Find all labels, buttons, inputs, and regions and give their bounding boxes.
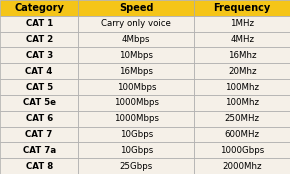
Text: 2000Mhz: 2000Mhz: [222, 162, 262, 171]
Bar: [0, 158, 78, 174]
Bar: [0, 142, 78, 158]
Text: CAT 2: CAT 2: [26, 35, 53, 44]
Text: Frequency: Frequency: [213, 3, 271, 13]
Bar: [78, 32, 194, 48]
Bar: [194, 95, 290, 111]
Text: 25Gbps: 25Gbps: [120, 162, 153, 171]
Bar: [78, 95, 194, 111]
Text: CAT 4: CAT 4: [26, 67, 53, 76]
Text: CAT 5: CAT 5: [26, 82, 53, 92]
Bar: [194, 48, 290, 63]
Bar: [78, 16, 194, 32]
Text: CAT 7: CAT 7: [26, 130, 53, 139]
Text: 4MHz: 4MHz: [230, 35, 254, 44]
Bar: [78, 142, 194, 158]
Text: CAT 8: CAT 8: [26, 162, 53, 171]
Text: Carry only voice: Carry only voice: [102, 19, 171, 28]
Bar: [0, 32, 78, 48]
Bar: [0, 79, 78, 95]
Bar: [78, 111, 194, 126]
Bar: [194, 111, 290, 126]
Bar: [78, 0, 194, 16]
Text: 16Mbps: 16Mbps: [119, 67, 153, 76]
Bar: [194, 0, 290, 16]
Text: 600MHz: 600MHz: [225, 130, 260, 139]
Bar: [194, 126, 290, 142]
Bar: [194, 142, 290, 158]
Text: 4Mbps: 4Mbps: [122, 35, 151, 44]
Bar: [0, 111, 78, 126]
Bar: [78, 126, 194, 142]
Text: 1000Gbps: 1000Gbps: [220, 146, 264, 155]
Bar: [194, 79, 290, 95]
Text: Speed: Speed: [119, 3, 153, 13]
Text: 16Mhz: 16Mhz: [228, 51, 256, 60]
Bar: [0, 126, 78, 142]
Bar: [78, 63, 194, 79]
Bar: [194, 63, 290, 79]
Text: 10Mbps: 10Mbps: [119, 51, 153, 60]
Text: CAT 6: CAT 6: [26, 114, 53, 123]
Text: Category: Category: [14, 3, 64, 13]
Text: 10Gbps: 10Gbps: [120, 130, 153, 139]
Bar: [78, 79, 194, 95]
Bar: [0, 16, 78, 32]
Bar: [0, 0, 78, 16]
Text: CAT 3: CAT 3: [26, 51, 53, 60]
Bar: [78, 158, 194, 174]
Bar: [194, 32, 290, 48]
Bar: [0, 63, 78, 79]
Bar: [78, 48, 194, 63]
Text: 1000Mbps: 1000Mbps: [114, 98, 159, 107]
Bar: [0, 48, 78, 63]
Text: 1000Mbps: 1000Mbps: [114, 114, 159, 123]
Text: CAT 1: CAT 1: [26, 19, 53, 28]
Text: 100Mhz: 100Mhz: [225, 98, 259, 107]
Bar: [194, 158, 290, 174]
Text: 20Mhz: 20Mhz: [228, 67, 256, 76]
Bar: [0, 95, 78, 111]
Bar: [194, 16, 290, 32]
Text: 100Mbps: 100Mbps: [117, 82, 156, 92]
Text: 100Mhz: 100Mhz: [225, 82, 259, 92]
Text: 1MHz: 1MHz: [230, 19, 254, 28]
Text: 250MHz: 250MHz: [225, 114, 260, 123]
Text: CAT 7a: CAT 7a: [23, 146, 56, 155]
Text: CAT 5e: CAT 5e: [23, 98, 56, 107]
Text: 10Gbps: 10Gbps: [120, 146, 153, 155]
